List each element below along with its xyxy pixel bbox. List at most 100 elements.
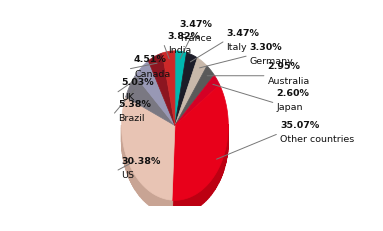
Polygon shape [222, 159, 223, 176]
Text: 3.30%: 3.30% [250, 43, 282, 52]
Text: Italy: Italy [226, 43, 247, 52]
Polygon shape [188, 197, 190, 212]
Polygon shape [141, 182, 142, 198]
Polygon shape [216, 171, 217, 187]
Polygon shape [175, 53, 198, 126]
Polygon shape [155, 195, 157, 210]
Polygon shape [147, 190, 149, 205]
Text: Brazil: Brazil [118, 114, 144, 123]
Polygon shape [206, 185, 208, 201]
Polygon shape [186, 198, 188, 213]
Text: 35.07%: 35.07% [280, 121, 319, 130]
Polygon shape [162, 51, 175, 126]
Polygon shape [133, 172, 134, 188]
Polygon shape [172, 85, 228, 200]
Polygon shape [175, 51, 187, 126]
Polygon shape [182, 199, 184, 214]
Polygon shape [176, 200, 178, 214]
Polygon shape [224, 152, 225, 168]
Text: UK: UK [121, 93, 135, 102]
Polygon shape [213, 175, 215, 191]
Polygon shape [130, 166, 131, 182]
Polygon shape [195, 193, 197, 209]
Text: 2.95%: 2.95% [267, 62, 300, 71]
Polygon shape [174, 200, 176, 214]
Polygon shape [208, 183, 209, 199]
Polygon shape [157, 196, 159, 211]
Polygon shape [126, 156, 127, 172]
Polygon shape [169, 200, 170, 214]
Text: India: India [168, 46, 191, 55]
Text: Australia: Australia [267, 77, 310, 86]
Polygon shape [219, 164, 221, 181]
Text: 5.38%: 5.38% [118, 100, 151, 109]
Polygon shape [129, 164, 130, 181]
Polygon shape [127, 158, 128, 174]
Polygon shape [215, 173, 216, 190]
Text: Other countries: Other countries [280, 135, 354, 144]
Text: 30.38%: 30.38% [121, 157, 161, 166]
Polygon shape [226, 143, 227, 161]
Polygon shape [180, 200, 182, 214]
Polygon shape [149, 191, 151, 206]
Text: US: US [121, 171, 134, 180]
Polygon shape [146, 188, 147, 204]
Polygon shape [175, 58, 207, 126]
Polygon shape [142, 184, 143, 200]
Polygon shape [123, 144, 124, 161]
Polygon shape [126, 76, 175, 126]
Polygon shape [143, 185, 145, 201]
Polygon shape [190, 197, 192, 212]
Polygon shape [138, 179, 139, 195]
Text: 4.51%: 4.51% [134, 55, 167, 64]
Polygon shape [164, 198, 165, 213]
Polygon shape [225, 149, 226, 166]
Polygon shape [148, 53, 175, 126]
Polygon shape [125, 151, 126, 168]
Polygon shape [193, 195, 195, 210]
Polygon shape [175, 75, 219, 126]
Text: Japan: Japan [276, 103, 303, 112]
Polygon shape [197, 192, 199, 208]
Polygon shape [204, 186, 206, 202]
Polygon shape [136, 176, 137, 192]
Polygon shape [175, 66, 214, 126]
Polygon shape [145, 187, 146, 203]
Polygon shape [139, 181, 141, 197]
Polygon shape [152, 193, 154, 208]
Polygon shape [135, 61, 175, 126]
Text: France: France [180, 34, 212, 43]
Polygon shape [132, 170, 133, 186]
Polygon shape [199, 191, 201, 207]
Text: 2.60%: 2.60% [276, 89, 309, 98]
Polygon shape [165, 199, 167, 214]
Polygon shape [160, 197, 162, 212]
Polygon shape [134, 174, 136, 190]
Polygon shape [151, 192, 152, 207]
Polygon shape [128, 162, 129, 179]
Polygon shape [121, 97, 175, 200]
Text: Germany: Germany [250, 57, 293, 66]
Polygon shape [124, 149, 125, 165]
Text: 3.47%: 3.47% [180, 20, 213, 29]
Polygon shape [172, 126, 175, 214]
Polygon shape [203, 188, 204, 204]
Polygon shape [159, 197, 160, 212]
Polygon shape [211, 179, 212, 195]
Polygon shape [209, 181, 211, 197]
Polygon shape [217, 169, 218, 185]
Text: 3.47%: 3.47% [226, 28, 259, 37]
Polygon shape [172, 200, 174, 214]
Polygon shape [154, 194, 155, 209]
Polygon shape [170, 200, 172, 214]
Text: 5.03%: 5.03% [121, 78, 154, 87]
Polygon shape [162, 198, 164, 213]
Polygon shape [131, 168, 132, 185]
Polygon shape [212, 177, 213, 194]
Polygon shape [137, 178, 138, 194]
Polygon shape [223, 154, 224, 171]
Polygon shape [221, 162, 222, 178]
Polygon shape [178, 200, 180, 214]
Text: 3.82%: 3.82% [168, 32, 201, 41]
Polygon shape [184, 199, 186, 213]
